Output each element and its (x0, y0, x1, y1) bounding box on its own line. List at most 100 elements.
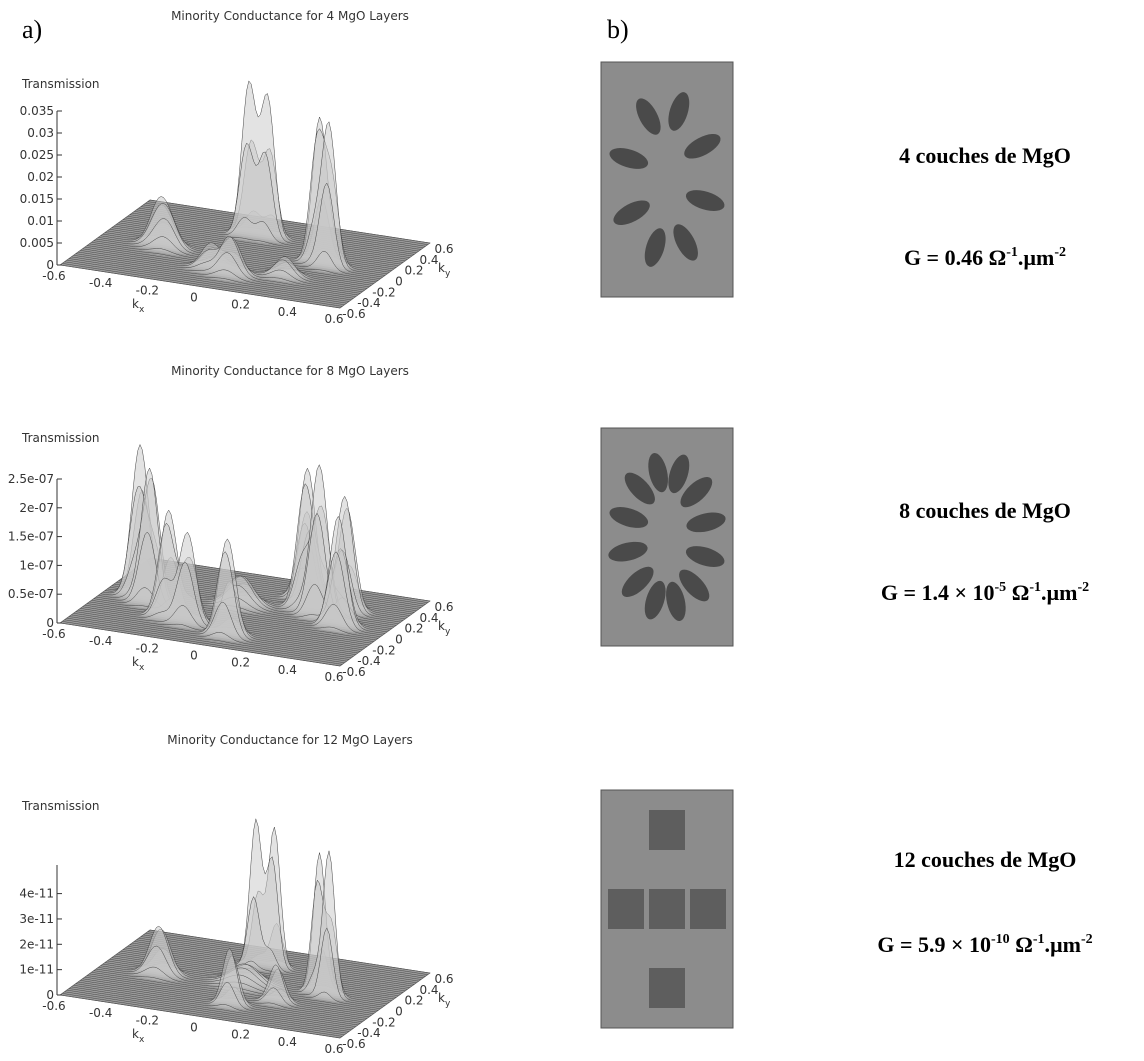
y-tick-label: 0 (395, 275, 403, 289)
plot-title: Minority Conductance for 8 MgO Layers (171, 364, 409, 378)
surface-mesh (59, 622, 341, 667)
z-axis-label: Transmission (21, 431, 100, 445)
x-tick-label: 0.2 (231, 298, 250, 312)
surface-mesh (73, 985, 354, 1029)
x-axis-label-sub: x (139, 663, 145, 673)
surface-mesh (71, 256, 352, 301)
z-tick-label: 2e-11 (19, 937, 54, 951)
surface-mesh (59, 264, 341, 309)
x-axis-label-k: k (132, 655, 139, 669)
surface-mesh (59, 994, 341, 1039)
text-run: G = 0.46 Ω (904, 245, 1006, 270)
x-axis-label-k: k (132, 1027, 139, 1041)
y-axis-label-sub: y (445, 269, 451, 279)
plot-title: Minority Conductance for 4 MgO Layers (171, 9, 409, 23)
x-tick-label: -0.4 (89, 634, 112, 648)
surface-plot: 0 1e-11 2e-11 3e-11 4e-11 Transmission Minorit… (19, 733, 453, 1056)
y-tick-label: 0.4 (419, 253, 438, 267)
z-tick-label: 0.02 (27, 170, 54, 184)
y-axis-label-sub: y (445, 999, 451, 1009)
text-run: .µm (1044, 932, 1081, 957)
superscript: -5 (995, 580, 1007, 595)
map-caption: 12 couches de MgO (894, 847, 1077, 872)
map-feature (690, 889, 726, 929)
z-tick-label: 0.5e-07 (8, 587, 54, 601)
x-tick-label: 0 (190, 291, 198, 305)
z-tick-label: 0.035 (20, 104, 54, 118)
y-tick-label: 0.2 (404, 622, 423, 636)
map-lobe (608, 541, 648, 562)
y-tick-label: -0.4 (357, 1026, 380, 1040)
z-tick-label: 0 (46, 988, 54, 1002)
surface-mesh (73, 255, 354, 299)
map-feature (649, 810, 685, 850)
x-tick-label: -0.2 (136, 283, 159, 297)
text-run: Ω (1010, 932, 1033, 957)
surface-mesh (68, 616, 350, 660)
x-tick-label: -0.2 (136, 1013, 159, 1027)
surface-mesh (64, 261, 345, 306)
x-tick-label: 0 (190, 1021, 198, 1035)
surface-mesh (66, 989, 347, 1034)
superscript: -2 (1081, 932, 1093, 947)
map-lobe (668, 454, 690, 494)
panel-label: a) (22, 15, 42, 44)
x-tick-label: -0.2 (136, 641, 159, 655)
z-tick-label: 0.005 (20, 236, 54, 250)
y-tick-label: 0.2 (404, 264, 423, 278)
y-axis-label: ky (438, 991, 451, 1009)
y-tick-label: 0.6 (434, 972, 453, 986)
y-tick-label: -0.4 (357, 296, 380, 310)
map-lobe (644, 580, 666, 620)
y-axis-label: ky (438, 261, 451, 279)
z-tick-label: 4e-11 (19, 887, 54, 901)
surface-plot: 0 0.005 0.01 0.015 0.02 0.025 0.03 0.035 Transmi… (20, 9, 454, 326)
map-lobe (673, 224, 698, 261)
map-background (600, 427, 734, 647)
superscript: -1 (1029, 580, 1041, 595)
map-lobe (613, 200, 650, 225)
surface-mesh (62, 621, 343, 665)
map-background (600, 61, 734, 298)
map-feature (649, 968, 685, 1008)
x-tick-label: 0.4 (278, 305, 297, 319)
z-tick-label: 1.5e-07 (8, 530, 54, 544)
panel-label: b) (607, 15, 629, 44)
surface-mesh (62, 993, 343, 1037)
map-lobe (685, 190, 725, 211)
y-axis-label: ky (438, 619, 451, 637)
x-tick-label: -0.6 (42, 269, 65, 283)
z-tick-label: 1e-07 (19, 558, 54, 572)
y-tick-label: -0.6 (342, 1037, 365, 1051)
map-lobe (686, 512, 726, 533)
z-axis-label: Transmission (21, 799, 100, 813)
map-lobe (666, 581, 686, 622)
superscript: -10 (991, 932, 1010, 947)
surface-mesh (75, 981, 356, 1027)
y-tick-label: -0.6 (342, 665, 365, 679)
x-tick-label: -0.4 (89, 1006, 112, 1020)
surface-mesh (64, 991, 345, 1036)
y-tick-label: 0.4 (419, 611, 438, 625)
z-axis-label: Transmission (21, 77, 100, 91)
map-lobe (636, 98, 661, 135)
y-axis-label-sub: y (445, 627, 451, 637)
map-lobe (609, 148, 649, 169)
y-tick-label: 0.6 (434, 600, 453, 614)
x-tick-label: 0.4 (278, 663, 297, 677)
map-lobe (609, 507, 649, 528)
surface-mesh (149, 199, 431, 244)
surface-mesh (66, 617, 347, 662)
y-tick-label: 0.4 (419, 983, 438, 997)
x-tick-label: 0.6 (324, 312, 343, 326)
surface-mesh (149, 929, 431, 974)
x-tick-label: -0.6 (42, 999, 65, 1013)
y-tick-label: -0.2 (372, 1015, 395, 1029)
z-tick-label: 2.5e-07 (8, 472, 54, 486)
map-lobe (624, 472, 655, 505)
z-tick-label: 0.01 (27, 214, 54, 228)
map-lobe (648, 452, 668, 493)
superscript: -2 (1054, 245, 1066, 260)
z-tick-label: 0.015 (20, 192, 54, 206)
